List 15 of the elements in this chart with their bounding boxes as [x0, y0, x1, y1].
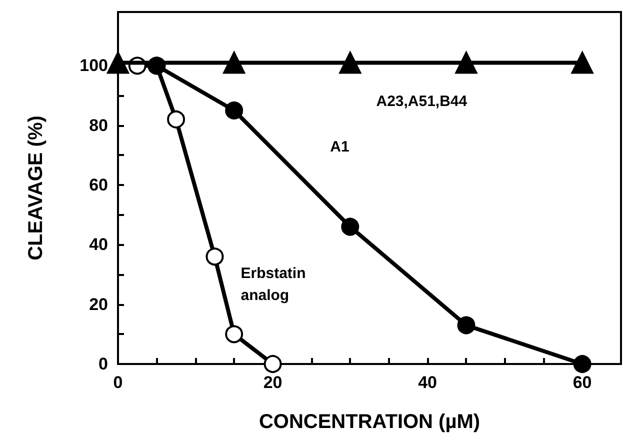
y-tick-label: 80 — [89, 116, 108, 135]
series-label: A23,A51,B44 — [376, 93, 468, 110]
series-label: Erbstatin analog — [240, 265, 310, 304]
y-tick-label: 60 — [89, 176, 108, 195]
y-tick-label: 40 — [89, 235, 108, 254]
x-tick-label: 20 — [263, 373, 282, 392]
y-tick-label: 0 — [98, 354, 108, 374]
x-tick-label: 0 — [113, 373, 123, 392]
y-tick-label: 100 — [80, 56, 108, 76]
y-axis-title: CLEAVAGE (%) — [25, 116, 47, 260]
x-tick-label: 60 — [572, 373, 592, 392]
x-tick-label: 40 — [418, 373, 437, 392]
y-tick-label: 20 — [89, 294, 108, 314]
x-axis-title: CONCENTRATION (µM) — [258, 411, 480, 433]
text: A1 — [330, 138, 350, 156]
